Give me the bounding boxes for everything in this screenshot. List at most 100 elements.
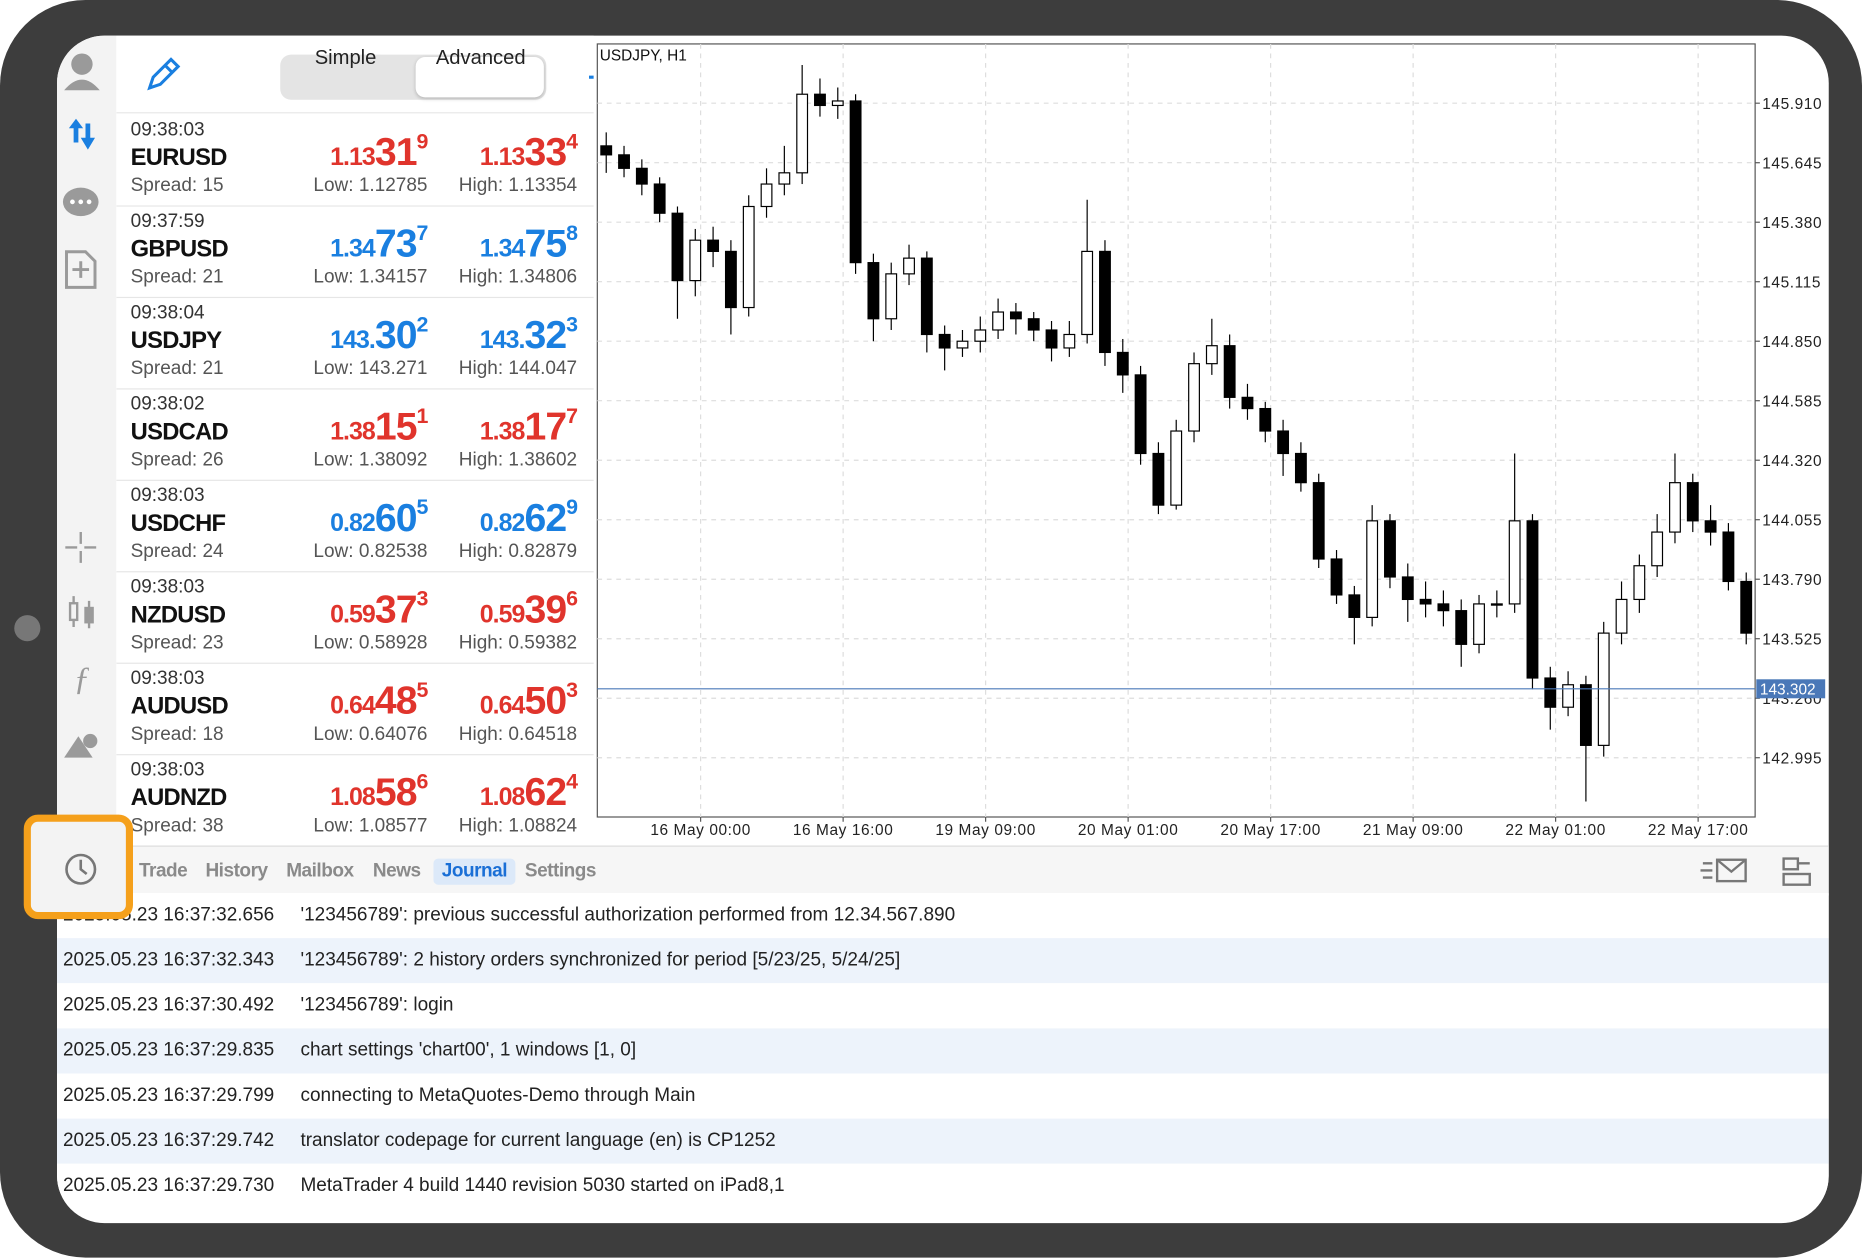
ask-price: 0.64503 — [480, 678, 578, 723]
x-tick-label: 20 May 01:00 — [1078, 822, 1179, 839]
journal-row: 2025.05.23 16:37:29.799 connecting to Met… — [57, 1073, 1829, 1119]
bid-price: 1.13319 — [330, 129, 428, 174]
mail-icon[interactable] — [1700, 858, 1747, 883]
candle-body — [1099, 250, 1111, 354]
quote-row[interactable]: 09:38:03 AUDNZD Spread: 38 1.08586 1.08624 Lo… — [116, 755, 593, 845]
ask-price: 1.08624 — [480, 770, 578, 815]
layout-icon[interactable] — [1782, 857, 1811, 886]
quote-row[interactable]: 09:38:03 EURUSD Spread: 15 1.13319 1.13334 Lo… — [116, 115, 594, 207]
quote-time: 09:38:04 — [130, 302, 205, 323]
candle-body — [600, 145, 613, 156]
ask-part: 143. — [479, 326, 526, 354]
highlight — [23, 814, 133, 920]
candle-body — [1348, 594, 1361, 618]
journal-time: 2025.05.23 16:37:29.799 — [62, 1085, 275, 1106]
quote-row[interactable]: 09:38:03 USDCHF Spread: 24 0.82605 0.82629 Lo… — [116, 481, 594, 573]
chart-type-icon[interactable] — [68, 596, 94, 629]
quote-row[interactable]: 09:37:59 GBPUSD Spread: 21 1.34737 1.34758 Lo… — [116, 207, 594, 299]
tab[interactable]: News — [372, 860, 421, 882]
tab[interactable]: Journal — [433, 858, 516, 885]
indicators-icon[interactable]: ƒ — [74, 660, 91, 697]
spread: Spread: 24 — [130, 541, 224, 562]
bid-part: 7 — [416, 220, 429, 245]
candle-body — [1188, 363, 1200, 432]
quote-row[interactable]: 09:38:04 USDJPY Spread: 21 143.302 143.323 Lo… — [116, 298, 594, 390]
journal-button[interactable] — [31, 822, 126, 912]
candle-body — [778, 172, 791, 185]
bid-part: 37 — [374, 586, 418, 631]
candle-body — [1277, 430, 1290, 455]
ask-part: 39 — [524, 586, 567, 631]
bid-part: 0.82 — [330, 509, 376, 537]
y-tick-label: 145.910 — [1762, 96, 1822, 113]
tab[interactable]: History — [205, 860, 268, 882]
y-tick-label: 143.525 — [1762, 632, 1822, 649]
candle-body — [1009, 311, 1022, 320]
bid-part: 1.38 — [330, 418, 376, 446]
bid-part: 1 — [416, 403, 429, 428]
candle-body — [635, 167, 648, 185]
quote-row[interactable]: 09:38:03 AUDUSD Spread: 18 0.64485 0.64503 Lo… — [116, 664, 594, 756]
candle-body — [1170, 430, 1183, 506]
ask-part: 0.82 — [479, 509, 526, 537]
candle-body — [1669, 482, 1681, 533]
bid-part: 48 — [374, 678, 418, 722]
journal-time: 2025.05.23 16:37:30.492 — [62, 995, 275, 1016]
ask-price: 1.34758 — [480, 221, 578, 266]
x-tick-label: 21 May 09:00 — [1363, 822, 1464, 839]
candle-body — [1544, 677, 1557, 708]
bid-price: 0.59373 — [330, 586, 428, 632]
edit-icon[interactable] — [147, 57, 181, 91]
crosshair-icon[interactable] — [65, 532, 97, 563]
candle-body — [1063, 333, 1076, 349]
candle-body — [1419, 598, 1432, 605]
ask-price: 0.82629 — [479, 495, 578, 540]
candle-body — [1134, 374, 1147, 455]
y-tick-label: 144.055 — [1762, 513, 1822, 530]
journal-time: 2025.05.23 16:37:32.343 — [62, 950, 275, 971]
candle-body — [1740, 580, 1753, 634]
bid-part: 5 — [416, 495, 429, 519]
symbol: AUDNZD — [130, 784, 228, 812]
quote-row[interactable]: 09:38:02 USDCAD Spread: 26 1.38151 1.38177 Lo… — [116, 390, 594, 481]
candle-body — [992, 311, 1005, 331]
camera — [14, 615, 41, 642]
candle-body — [1223, 345, 1236, 398]
new-order-icon[interactable] — [65, 250, 97, 289]
quotes-icon[interactable] — [68, 118, 95, 150]
candle-body — [1116, 351, 1129, 376]
bid-part: 30 — [374, 312, 418, 357]
candle-body — [760, 183, 773, 208]
symbol: USDCAD — [130, 419, 229, 446]
candle-body — [938, 333, 951, 349]
candle-body — [1722, 531, 1735, 583]
candle-body — [1508, 520, 1521, 605]
bid-price: 0.82605 — [330, 495, 429, 540]
candle-body — [1579, 684, 1592, 746]
quote-row[interactable]: 09:38:03 NZDUSD Spread: 23 0.59373 0.59396 Lo… — [116, 572, 594, 664]
quote-time: 09:38:03 — [130, 668, 205, 689]
current-price-tag — [1756, 679, 1826, 699]
quote-time: 09:38:03 — [130, 119, 205, 141]
segment[interactable]: Simple — [314, 46, 377, 69]
candle-body — [742, 205, 755, 309]
bid-part: 15 — [374, 403, 418, 448]
symbol: EURUSD — [130, 144, 228, 171]
candle-body — [707, 239, 720, 252]
tab[interactable]: Settings — [524, 860, 597, 882]
chat-icon[interactable] — [62, 187, 99, 217]
tab[interactable]: Trade — [138, 860, 188, 882]
objects-icon[interactable] — [64, 733, 98, 758]
tab[interactable]: Mailbox — [286, 860, 354, 882]
bid-part: 0.64 — [330, 692, 376, 720]
journal-row: 2025.05.23 16:37:29.730 MetaTrader 4 buil… — [57, 1163, 1829, 1209]
account-icon[interactable] — [64, 53, 100, 91]
x-tick-label: 16 May 00:00 — [650, 822, 751, 839]
quotes-toolbar — [116, 57, 594, 114]
bid-price: 143.302 — [330, 312, 428, 357]
y-tick-label: 145.115 — [1762, 275, 1821, 292]
candle-body — [1366, 520, 1379, 618]
segment[interactable]: Advanced — [435, 46, 526, 69]
low: Low: 1.34157 — [313, 267, 428, 288]
candle-body — [1401, 576, 1414, 601]
